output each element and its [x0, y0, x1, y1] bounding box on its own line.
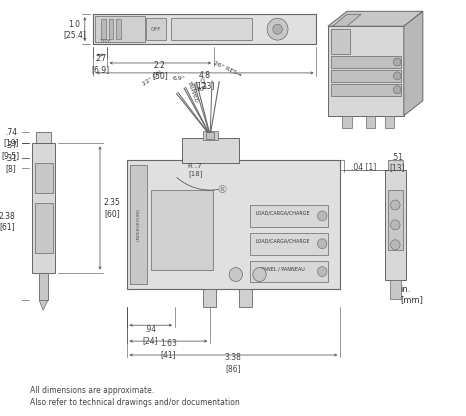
Circle shape	[253, 267, 266, 282]
Circle shape	[393, 86, 401, 94]
Text: 20°: 20°	[197, 87, 208, 92]
Bar	[36, 131, 51, 144]
Bar	[250, 205, 328, 227]
Bar	[95, 16, 144, 42]
Circle shape	[393, 58, 401, 66]
Bar	[385, 116, 394, 128]
Polygon shape	[404, 11, 423, 116]
Circle shape	[391, 220, 400, 230]
Bar	[34, 163, 53, 193]
Polygon shape	[39, 300, 48, 310]
Bar	[331, 56, 401, 68]
Bar	[39, 272, 48, 300]
Bar	[239, 290, 252, 307]
Text: .74
[19]: .74 [19]	[3, 128, 19, 147]
Text: R .7
[18]: R .7 [18]	[188, 163, 203, 177]
Bar	[130, 165, 148, 285]
Text: .94
[24]: .94 [24]	[143, 325, 158, 345]
Text: .27
[6.9]: .27 [6.9]	[91, 54, 109, 74]
Text: OFF: OFF	[151, 27, 161, 32]
Text: .37
[9.5]: .37 [9.5]	[2, 141, 20, 160]
Bar	[203, 131, 218, 141]
Text: PANEL / PANNEAU: PANEL / PANNEAU	[261, 266, 305, 271]
Bar	[171, 18, 252, 40]
Bar	[388, 190, 403, 250]
Bar	[328, 26, 404, 116]
Bar	[331, 70, 401, 82]
Polygon shape	[328, 11, 423, 26]
Circle shape	[317, 267, 327, 277]
Circle shape	[391, 200, 400, 210]
Bar	[34, 203, 53, 253]
Circle shape	[317, 211, 327, 221]
Text: 1.63
[41]: 1.63 [41]	[160, 339, 177, 359]
Bar	[385, 170, 406, 280]
Bar	[250, 233, 328, 255]
Text: OFF: OFF	[198, 77, 206, 90]
Bar	[127, 160, 340, 290]
Text: 2.35
[60]: 2.35 [60]	[104, 198, 121, 218]
Text: 2.2
[50]: 2.2 [50]	[152, 61, 168, 81]
Bar	[203, 290, 216, 307]
Circle shape	[393, 72, 401, 80]
Text: 4.8
[123]: 4.8 [123]	[194, 71, 215, 91]
Text: .31
[8]: .31 [8]	[5, 154, 17, 173]
Text: TRIPPED: TRIPPED	[186, 80, 199, 103]
Bar	[145, 18, 166, 40]
Bar	[109, 19, 113, 39]
Text: UNDERGROUND: UNDERGROUND	[137, 208, 141, 241]
Circle shape	[229, 267, 242, 282]
Text: LOAD/CARGA/CHARGE: LOAD/CARGA/CHARGE	[256, 238, 310, 243]
Bar	[390, 280, 401, 300]
Bar	[331, 84, 401, 96]
Bar	[366, 116, 375, 128]
Text: 22° ON: 22° ON	[141, 69, 163, 87]
Text: 2.38
[61]: 2.38 [61]	[0, 212, 15, 232]
Circle shape	[267, 18, 288, 40]
Bar	[101, 19, 106, 39]
Text: LOAD/CARGA/CHARGE: LOAD/CARGA/CHARGE	[256, 210, 310, 215]
Bar	[388, 160, 403, 170]
Text: ®: ®	[216, 185, 227, 195]
Bar	[250, 261, 328, 282]
Polygon shape	[333, 14, 361, 26]
Text: .04 [1]: .04 [1]	[351, 162, 377, 171]
Text: 6.9°: 6.9°	[173, 76, 186, 81]
Text: .51
[13]: .51 [13]	[390, 153, 405, 172]
Text: in.
[mm]: in. [mm]	[400, 285, 423, 304]
Bar	[182, 139, 239, 163]
Text: 3.38
[86]: 3.38 [86]	[225, 353, 241, 373]
Text: TYPE: TYPE	[99, 39, 111, 44]
Bar	[342, 116, 352, 128]
Text: 26° RES→: 26° RES→	[212, 60, 242, 78]
Text: All dimensions are approximate.: All dimensions are approximate.	[30, 386, 154, 395]
Bar	[206, 131, 214, 139]
Bar	[32, 144, 55, 272]
Bar	[331, 29, 350, 54]
Bar	[93, 14, 316, 44]
Text: 1.0
[25.4]: 1.0 [25.4]	[63, 20, 86, 39]
Circle shape	[273, 24, 282, 34]
Text: Also refer to technical drawings and/or documentation: Also refer to technical drawings and/or …	[30, 398, 240, 407]
Bar	[151, 190, 213, 270]
Bar	[116, 19, 121, 39]
Circle shape	[317, 239, 327, 249]
Circle shape	[391, 240, 400, 250]
